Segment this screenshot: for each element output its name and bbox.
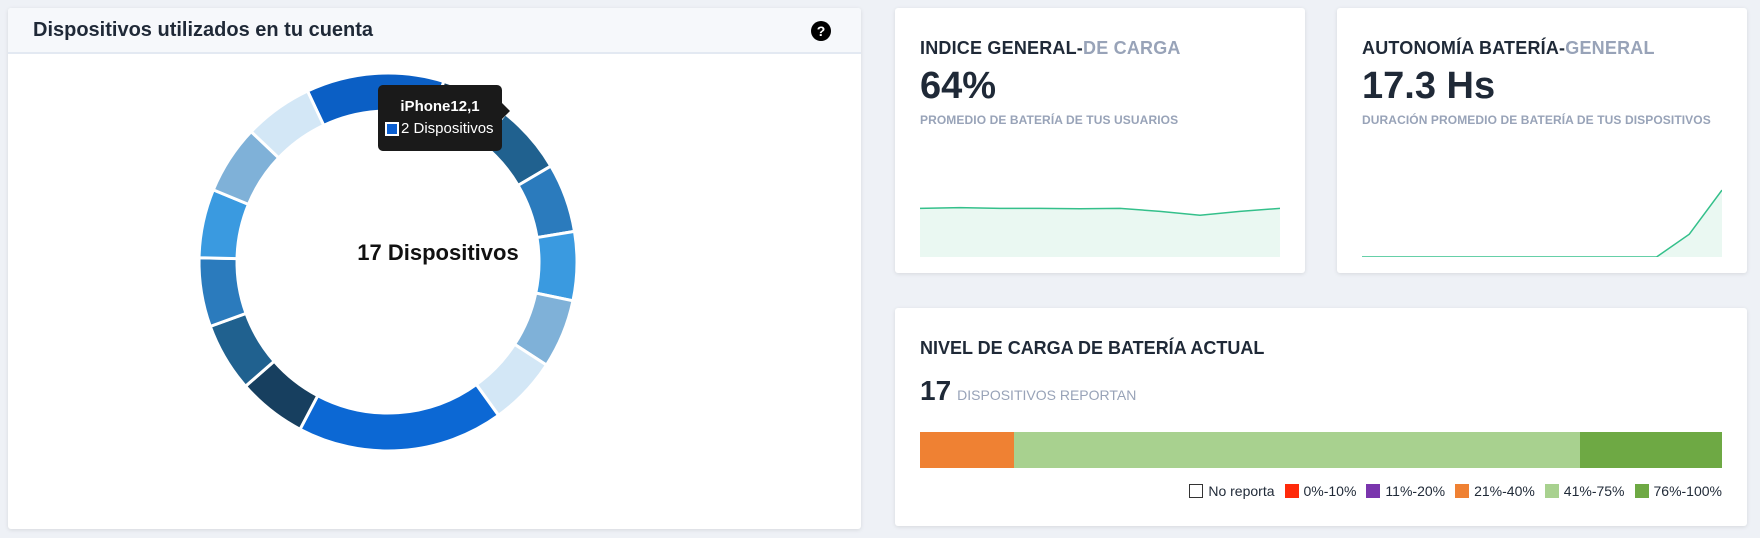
tooltip-title: iPhone12,1 (400, 98, 480, 115)
stack-segment[interactable] (1014, 432, 1581, 468)
indice-general-subtitle: PROMEDIO DE BATERÍA DE TUS USUARIOS (920, 113, 1179, 127)
legend-swatch (1455, 484, 1470, 498)
sparkline-line (920, 206, 1280, 216)
legend-label: 76%-100% (1653, 483, 1723, 499)
legend-item[interactable]: 76%-100% (1634, 483, 1723, 499)
indice-general-title: INDICE GENERAL-DE CARGA (920, 38, 1280, 59)
indice-general-card: INDICE GENERAL-DE CARGA 64% PROMEDIO DE … (895, 8, 1305, 273)
stack-segment[interactable] (1580, 432, 1722, 468)
indice-title-main: INDICE GENERAL- (920, 38, 1084, 58)
legend-item[interactable]: 0%-10% (1284, 483, 1357, 499)
legend-label: 41%-75% (1563, 483, 1625, 499)
battery-level-stacked-bar (920, 432, 1722, 468)
legend-swatch (1634, 484, 1649, 498)
battery-level-legend: No reporta 0%-10% 11%-20% 21%-40% 41%-75% 76%… (1179, 483, 1722, 499)
indice-general-value: 64% (920, 65, 997, 107)
nivel-de-carga-title: NIVEL DE CARGA DE BATERÍA ACTUAL (920, 338, 1265, 358)
donut-center-label: 17 Dispositivos (357, 240, 518, 265)
nivel-de-carga-card: NIVEL DE CARGA DE BATERÍA ACTUAL 17 DISP… (895, 308, 1747, 526)
autonomia-title-main: AUTONOMÍA BATERÍA- (1362, 38, 1566, 58)
devices-report-count: 17 DISPOSITIVOS REPORTAN (920, 375, 1722, 407)
donut-slice[interactable] (249, 88, 326, 160)
sparkline-area (920, 207, 1280, 257)
legend-label: 11%-20% (1385, 483, 1446, 499)
autonomia-bateria-title: AUTONOMÍA BATERÍA-GENERAL (1362, 38, 1722, 59)
autonomia-bateria-sparkline (1362, 189, 1722, 257)
indice-title-muted: DE CARGA (1083, 38, 1181, 58)
tooltip-swatch (385, 121, 399, 136)
devices-report-label: DISPOSITIVOS REPORTAN (957, 387, 1137, 403)
devices-panel: Dispositivos utilizados en tu cuenta ? 1… (8, 8, 861, 529)
legend-item[interactable]: 21%-40% (1455, 483, 1535, 499)
sparkline-line (1362, 189, 1722, 257)
stack-segment[interactable] (920, 432, 1015, 468)
legend-swatch (1189, 484, 1204, 498)
tooltip-value: 2 Dispositivos (401, 120, 494, 137)
tooltip-arrow (502, 103, 510, 119)
legend-label: 0%-10% (1303, 483, 1357, 499)
autonomia-title-muted: GENERAL (1565, 38, 1655, 58)
sparkline-area (1362, 190, 1722, 257)
legend-label: No reporta (1208, 483, 1275, 499)
indice-general-sparkline (920, 206, 1280, 257)
donut-slice[interactable] (197, 256, 248, 329)
chart-tooltip: iPhone12,1 2 Dispositivos (378, 85, 510, 151)
legend-item[interactable]: No reporta (1189, 483, 1275, 499)
help-icon[interactable]: ? (811, 21, 831, 41)
autonomia-bateria-card: AUTONOMÍA BATERÍA-GENERAL 17.3 Hs DURACI… (1337, 8, 1747, 273)
legend-swatch (1544, 484, 1559, 498)
donut-slice[interactable] (297, 382, 501, 453)
devices-report-number: 17 (920, 375, 952, 406)
legend-swatch (1284, 484, 1299, 498)
legend-item[interactable]: 11%-20% (1366, 483, 1445, 499)
donut-slice[interactable] (534, 229, 579, 303)
devices-panel-header: Dispositivos utilizados en tu cuenta ? (8, 8, 861, 54)
autonomia-bateria-subtitle: DURACIÓN PROMEDIO DE BATERÍA DE TUS DISP… (1362, 113, 1711, 127)
legend-item[interactable]: 41%-75% (1544, 483, 1625, 499)
devices-panel-title: Dispositivos utilizados en tu cuenta (33, 19, 374, 41)
autonomia-bateria-value: 17.3 Hs (1362, 65, 1496, 107)
legend-label: 21%-40% (1474, 483, 1535, 499)
legend-swatch (1366, 484, 1381, 498)
